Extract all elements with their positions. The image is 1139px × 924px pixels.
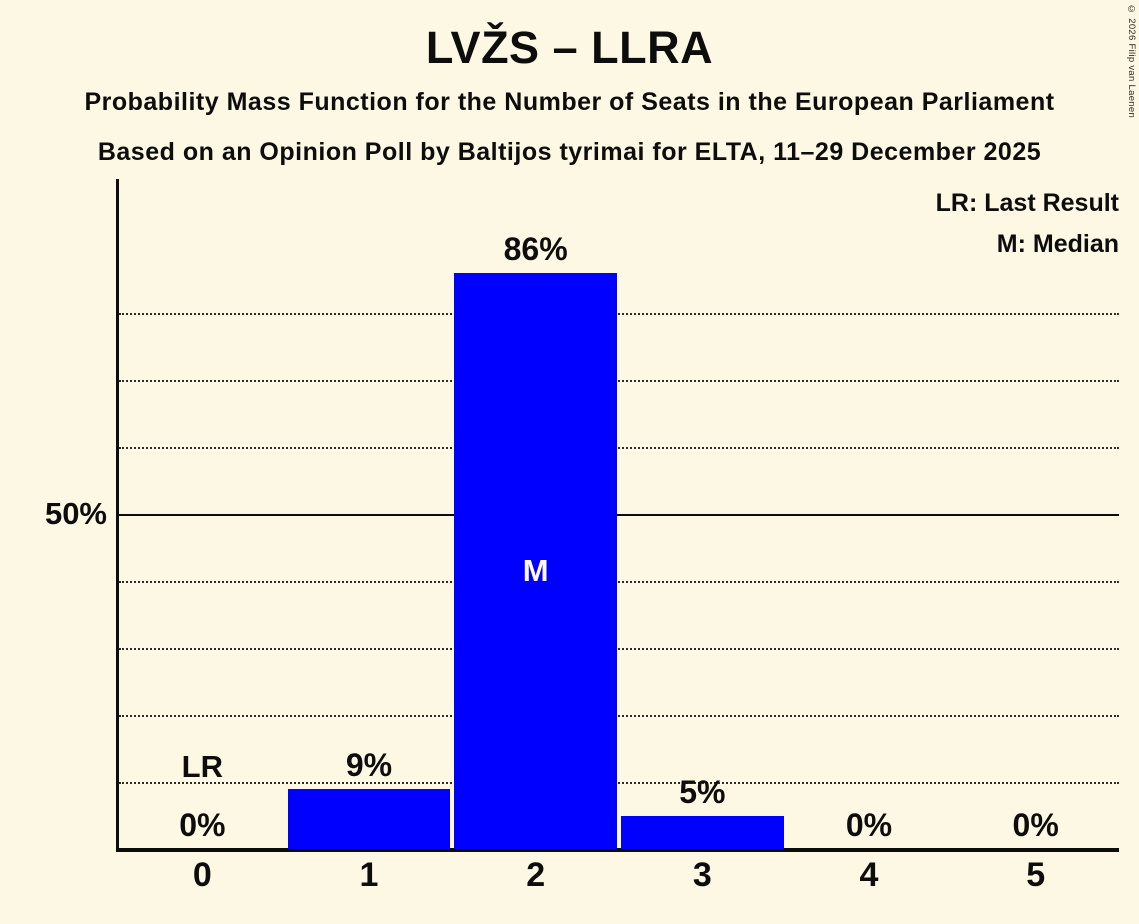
bar-1[interactable]: [287, 788, 451, 849]
x-axis-line: [116, 848, 1119, 852]
legend-item-median: M: Median: [996, 230, 1119, 258]
x-tick-0: 0: [192, 856, 212, 894]
gridline-70: [119, 380, 1119, 382]
y-axis-line: [116, 179, 119, 851]
plot-area: 0% LR 9% 86% M 5% 0% 0% 50%: [45, 179, 1119, 852]
median-marker: M: [522, 552, 549, 588]
copyright-notice: © 2026 Filip van Laenen: [1126, 4, 1137, 119]
gridline-50: [119, 514, 1119, 516]
x-tick-1: 1: [359, 856, 379, 894]
bar-value-label-0: 0%: [179, 807, 226, 843]
x-tick-4: 4: [859, 856, 879, 894]
x-tick-3: 3: [692, 856, 712, 894]
chart-subtitle: Probability Mass Function for the Number…: [84, 88, 1055, 116]
bar-value-label-5: 0%: [1012, 807, 1059, 843]
x-tick-2: 2: [526, 856, 546, 894]
page-title: LVŽS – LLRA: [425, 22, 714, 73]
gridline-20: [119, 715, 1119, 717]
legend-item-last-result: LR: Last Result: [935, 189, 1119, 217]
bar-3[interactable]: [621, 815, 784, 849]
last-result-marker: LR: [181, 749, 223, 784]
bar-value-label-3: 5%: [679, 773, 726, 810]
gridline-60: [119, 447, 1119, 449]
bar-2[interactable]: [454, 272, 617, 849]
gridline-30: [119, 648, 1119, 650]
gridline-40: [119, 581, 1119, 583]
gridline-10: [119, 782, 1119, 784]
bar-value-label-4: 0%: [845, 807, 893, 843]
bar-value-label-1: 9%: [345, 746, 393, 783]
y-tick-label-50: 50%: [44, 496, 107, 531]
x-tick-5: 5: [1026, 856, 1046, 894]
chart-legend: LR: Last Result M: Median: [936, 183, 1119, 265]
bar-value-label-2: 86%: [503, 230, 568, 267]
gridline-80: [119, 313, 1119, 315]
chart-source-note: Based on an Opinion Poll by Baltijos tyr…: [97, 138, 1042, 166]
